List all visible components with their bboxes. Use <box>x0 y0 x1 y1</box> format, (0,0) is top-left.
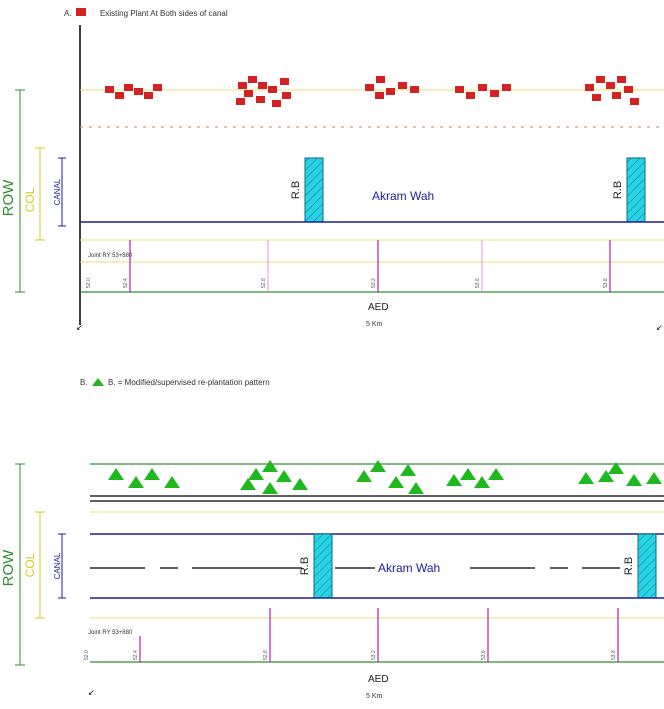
legend-green-plant-icon <box>92 378 104 386</box>
arrow-mark-left: ↙ <box>76 323 83 332</box>
modified-plants <box>108 460 662 494</box>
rd-label: Joint RY 53+880 <box>88 253 133 259</box>
canal-label-2: CANAL <box>53 552 62 579</box>
rb-label-4: R.B <box>623 557 635 575</box>
plant-cluster-3 <box>365 76 419 99</box>
existing-plants <box>105 76 639 107</box>
row-label-2: ROW <box>0 549 17 587</box>
arrow-mark-right: ↙ <box>656 323 663 332</box>
length-label-2: 5 Km <box>366 693 383 700</box>
chainage-label: 53.2 <box>371 650 377 660</box>
rb-label-2: R.B <box>612 181 624 199</box>
panel-existing: A. Existing Plant At Both sides of canal… <box>0 8 664 332</box>
chainage-label: 53.6 <box>475 278 481 288</box>
chainage-label: 52.0 <box>84 650 90 660</box>
canal-name: Akram Wah <box>372 189 434 203</box>
col-label-2: COL <box>23 552 37 577</box>
rb-label-3: R.B <box>299 557 311 575</box>
chainage-label: 53.8 <box>603 278 609 288</box>
legend-marker-b: B. <box>80 378 88 387</box>
panel-modified: B. B. = Modified/supervised re-plantatio… <box>0 378 664 700</box>
chainage-label: 52.0 <box>86 278 92 288</box>
legend-red-plant-icon <box>76 8 86 16</box>
plant-cluster-4 <box>455 84 511 99</box>
col-label: COL <box>23 187 37 212</box>
aed-label: AED <box>368 302 389 313</box>
legend-existing-plant: Existing Plant At Both sides of canal <box>100 9 228 18</box>
plant-cluster-1 <box>105 84 162 99</box>
aed-label-2: AED <box>368 674 389 685</box>
chainage-label: 53.8 <box>611 650 617 660</box>
chainage-label: 52.8 <box>261 278 267 288</box>
chainage-label: 53.6 <box>481 650 487 660</box>
row-label: ROW <box>0 179 17 217</box>
canal-label: CANAL <box>53 178 62 205</box>
plant-cluster-2 <box>236 76 291 107</box>
legend-marker-a: A. <box>64 9 72 18</box>
chainage-label: 53.2 <box>371 278 377 288</box>
legend-modified-pattern: B. = Modified/supervised re-plantation p… <box>108 378 270 387</box>
rb-label-1: R.B <box>290 181 302 199</box>
chainage-label: 52.4 <box>133 650 139 660</box>
chainage-label: 52.8 <box>263 650 269 660</box>
rd-label-2: Joint RY 53+880 <box>88 630 133 636</box>
canal-name-2: Akram Wah <box>378 561 440 575</box>
arrow-mark-2: ↙ <box>88 688 95 697</box>
chainage-label: 52.4 <box>123 278 129 288</box>
plant-cluster-5 <box>585 76 639 105</box>
length-label: 5 Km <box>366 321 383 328</box>
